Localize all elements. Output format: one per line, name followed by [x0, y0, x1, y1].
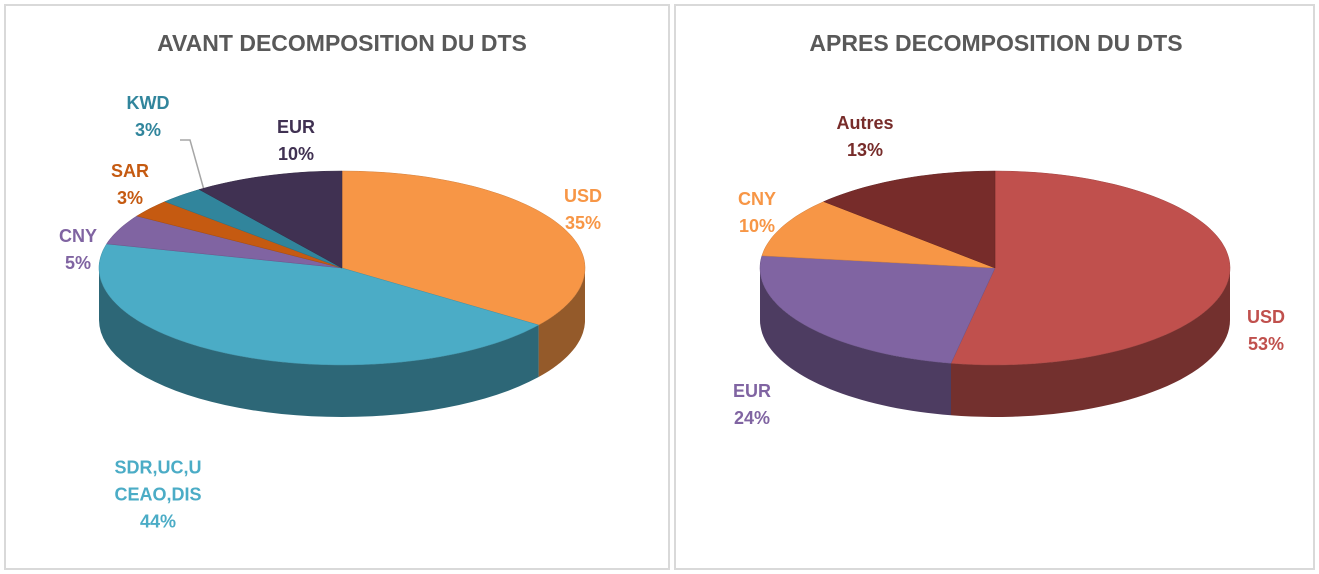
slice-top [823, 170, 996, 269]
pie-slice [164, 189, 343, 269]
category-label: EUR [732, 381, 772, 401]
pie-slice [198, 170, 343, 269]
category-label: CNY [737, 189, 777, 209]
leader-line [180, 139, 205, 191]
slice-top [136, 201, 343, 269]
data-label: EUR 24% [733, 378, 771, 432]
slice-side [760, 268, 951, 416]
pie-slice [106, 215, 343, 269]
pie-slice [341, 170, 586, 377]
data-label: SDR,UC,UCEAO,DIS 44% [112, 455, 204, 536]
pie-slice [98, 243, 540, 417]
data-label: Autres 13% [836, 110, 893, 164]
category-label: CNY [58, 226, 98, 246]
slice-top [106, 215, 343, 269]
slice-side [538, 268, 585, 377]
value-label: 35% [564, 213, 602, 233]
slice-side [951, 268, 1230, 417]
pie-slice [950, 170, 1231, 417]
chart-title: APRES DECOMPOSITION DU DTS [809, 30, 1183, 56]
slice-top [164, 189, 343, 269]
value-label: 53% [1247, 334, 1285, 354]
slice-top [341, 170, 586, 326]
data-label: KWD 3% [127, 90, 170, 144]
category-label: SDR,UC,UCEAO,DIS [114, 457, 202, 505]
category-label: EUR [276, 117, 316, 137]
chart-title: AVANT DECOMPOSITION DU DTS [157, 30, 527, 56]
pie-slice [823, 170, 996, 269]
value-label: 5% [64, 253, 92, 273]
slice-top [950, 170, 1231, 366]
pie-slice [136, 201, 343, 269]
slice-top [759, 255, 996, 364]
value-label: 24% [733, 408, 771, 428]
category-label: KWD [126, 93, 170, 113]
value-label: 10% [277, 144, 315, 164]
value-label: 13% [846, 140, 884, 160]
data-label: USD 35% [564, 183, 602, 237]
data-label: EUR 10% [277, 114, 315, 168]
value-label: 10% [738, 216, 776, 236]
category-label: Autres [836, 113, 894, 133]
data-label: CNY 5% [59, 223, 97, 277]
value-label: 3% [134, 120, 161, 140]
data-label: SAR 3% [111, 158, 149, 212]
data-label: CNY 10% [738, 186, 776, 240]
category-label: SAR [110, 161, 150, 181]
slice-top [198, 170, 343, 269]
slice-top [761, 201, 996, 269]
pie-slice [761, 201, 996, 269]
pie-slice [759, 255, 996, 416]
category-label: USD [1246, 307, 1286, 327]
value-label: 44% [139, 511, 177, 532]
slice-top [98, 243, 540, 366]
category-label: USD [563, 186, 603, 206]
value-label: 3% [116, 188, 144, 208]
data-label: USD 53% [1247, 304, 1285, 358]
slice-side [99, 268, 539, 417]
